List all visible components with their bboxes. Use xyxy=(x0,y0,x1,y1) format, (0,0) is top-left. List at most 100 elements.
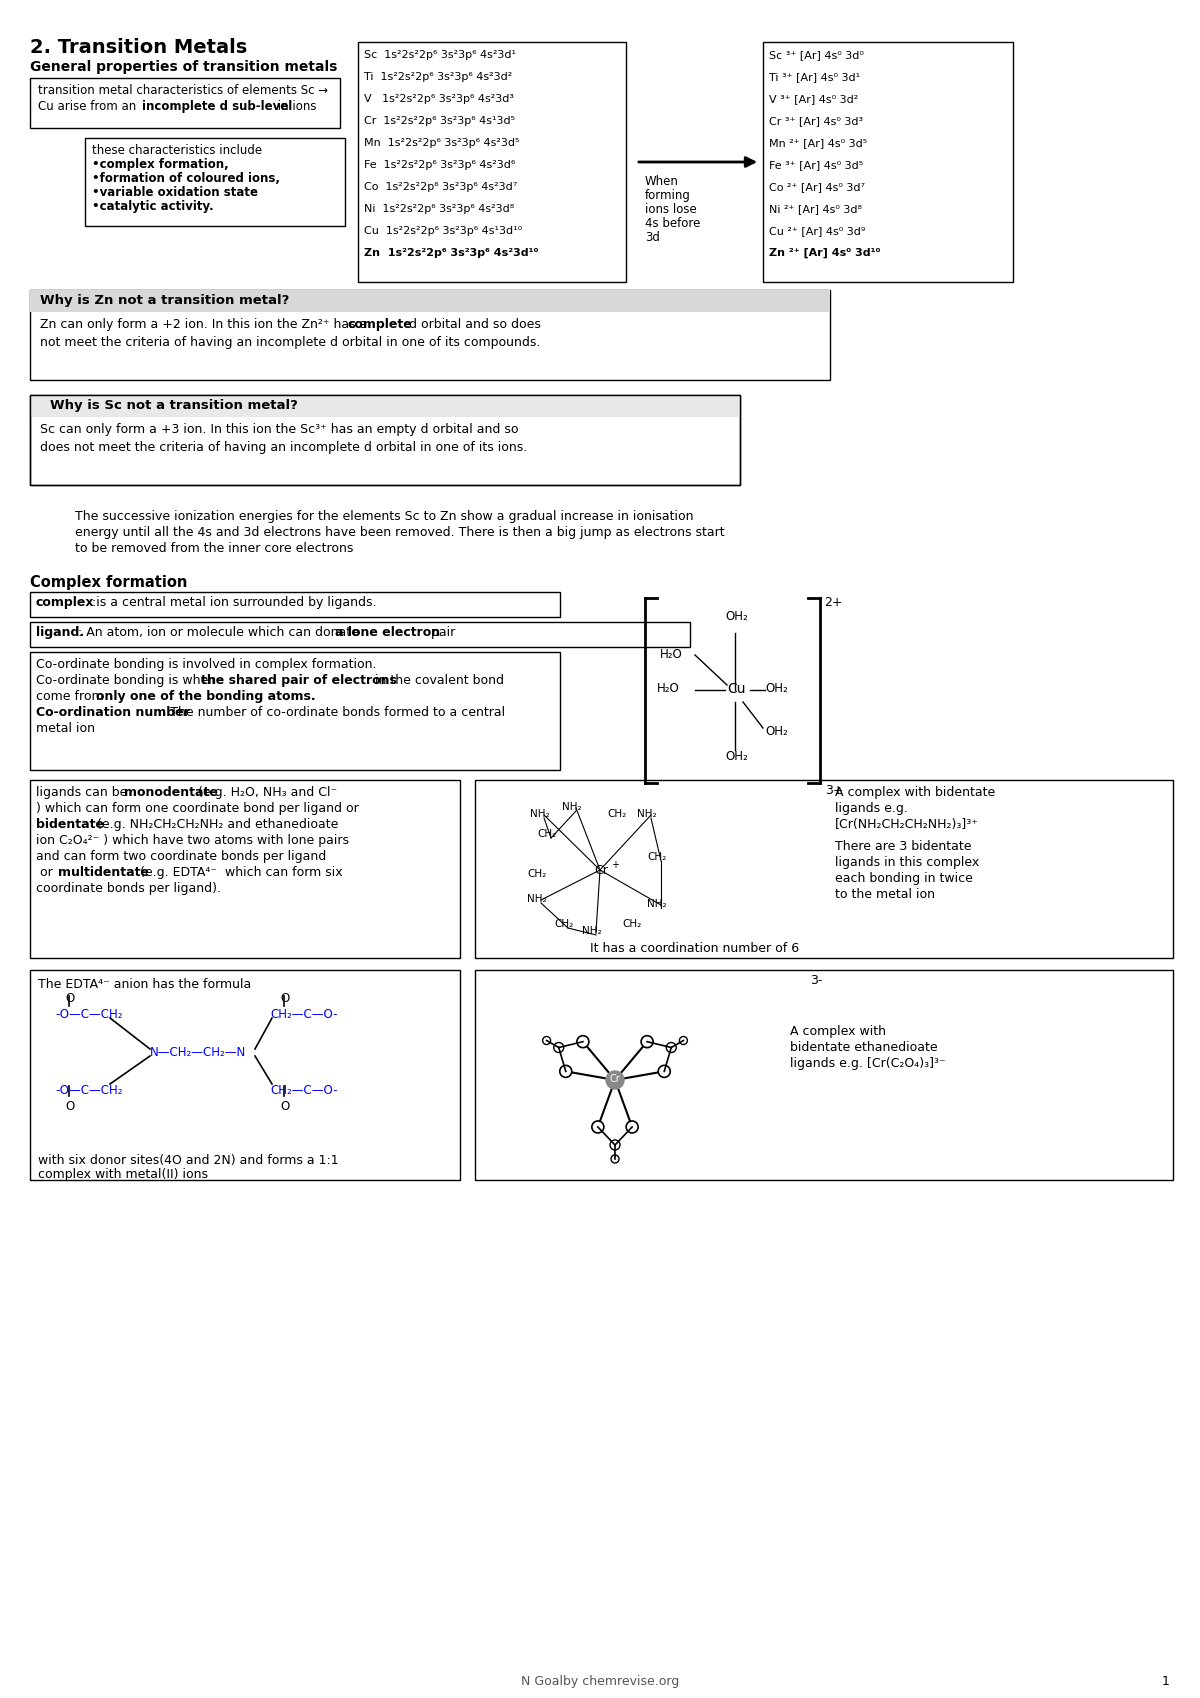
Text: Cr: Cr xyxy=(594,864,608,876)
Text: CH₂: CH₂ xyxy=(607,808,626,818)
Text: CH₂: CH₂ xyxy=(554,919,574,929)
Text: ligands in this complex: ligands in this complex xyxy=(835,856,979,869)
Text: OH₂: OH₂ xyxy=(725,751,748,762)
Text: •formation of coloured ions,: •formation of coloured ions, xyxy=(92,171,280,185)
Text: (e.g. NH₂CH₂CH₂NH₂ and ethanedioate: (e.g. NH₂CH₂CH₂NH₂ and ethanedioate xyxy=(94,818,338,830)
Text: Cu arise from an: Cu arise from an xyxy=(38,100,140,114)
Text: d orbital and so does: d orbital and so does xyxy=(406,318,541,331)
Text: ligands can be: ligands can be xyxy=(36,786,131,800)
Text: -O—C—CH₂: -O—C—CH₂ xyxy=(55,1009,122,1020)
Circle shape xyxy=(542,1036,551,1044)
Bar xyxy=(30,290,830,380)
Text: H₂O: H₂O xyxy=(658,683,679,694)
Text: CH₂—C—O-: CH₂—C—O- xyxy=(270,1083,337,1097)
Text: CH₂: CH₂ xyxy=(622,919,641,929)
Text: ligands e.g.: ligands e.g. xyxy=(835,801,908,815)
Text: The successive ionization energies for the elements Sc to Zn show a gradual incr: The successive ionization energies for t… xyxy=(74,509,694,523)
Circle shape xyxy=(610,1139,620,1150)
Text: Fe  1s²2s²2p⁶ 3s²3p⁶ 4s²3d⁶: Fe 1s²2s²2p⁶ 3s²3p⁶ 4s²3d⁶ xyxy=(364,160,515,170)
Bar xyxy=(475,779,1174,958)
Text: OH₂: OH₂ xyxy=(725,610,748,623)
Text: incomplete d sub-level: incomplete d sub-level xyxy=(142,100,293,114)
Text: ) which can form one coordinate bond per ligand or: ) which can form one coordinate bond per… xyxy=(36,801,359,815)
Text: pair: pair xyxy=(427,627,455,638)
Text: only one of the bonding atoms.: only one of the bonding atoms. xyxy=(96,689,316,703)
Text: : The number of co-ordinate bonds formed to a central: : The number of co-ordinate bonds formed… xyxy=(162,706,505,718)
Text: (e.g. EDTA⁴⁻  which can form six: (e.g. EDTA⁴⁻ which can form six xyxy=(136,866,343,880)
Text: 2+: 2+ xyxy=(824,596,842,610)
Text: or: or xyxy=(36,866,56,880)
Text: ligands e.g. [Cr(C₂O₄)₃]³⁻: ligands e.g. [Cr(C₂O₄)₃]³⁻ xyxy=(790,1056,946,1070)
Text: a lone electron: a lone electron xyxy=(335,627,440,638)
Text: Cr ³⁺ [Ar] 4s⁰ 3d³: Cr ³⁺ [Ar] 4s⁰ 3d³ xyxy=(769,115,863,126)
Text: the shared pair of electrons: the shared pair of electrons xyxy=(202,674,397,688)
Bar xyxy=(30,290,830,312)
Text: Ni  1s²2s²2p⁶ 3s²3p⁶ 4s²3d⁸: Ni 1s²2s²2p⁶ 3s²3p⁶ 4s²3d⁸ xyxy=(364,204,514,214)
Text: Co ²⁺ [Ar] 4s⁰ 3d⁷: Co ²⁺ [Ar] 4s⁰ 3d⁷ xyxy=(769,182,865,192)
Text: The EDTA⁴⁻ anion has the formula: The EDTA⁴⁻ anion has the formula xyxy=(38,978,251,992)
Text: •catalytic activity.: •catalytic activity. xyxy=(92,200,214,212)
Text: and can form two coordinate bonds per ligand: and can form two coordinate bonds per li… xyxy=(36,851,326,863)
Text: When: When xyxy=(646,175,679,188)
Text: NH₂: NH₂ xyxy=(562,801,582,812)
Circle shape xyxy=(559,1065,571,1077)
Circle shape xyxy=(577,1036,589,1048)
Text: coordinate bonds per ligand).: coordinate bonds per ligand). xyxy=(36,881,221,895)
Text: CH₂: CH₂ xyxy=(647,852,666,863)
Text: Co-ordination number: Co-ordination number xyxy=(36,706,190,718)
Text: General properties of transition metals: General properties of transition metals xyxy=(30,59,337,75)
Circle shape xyxy=(606,1071,624,1088)
Text: Mn  1s²2s²2p⁶ 3s²3p⁶ 4s²3d⁵: Mn 1s²2s²2p⁶ 3s²3p⁶ 4s²3d⁵ xyxy=(364,138,520,148)
Text: forming: forming xyxy=(646,188,691,202)
Text: NH₂: NH₂ xyxy=(530,808,550,818)
Text: OH₂: OH₂ xyxy=(766,683,787,694)
Text: It has a coordination number of 6: It has a coordination number of 6 xyxy=(590,942,799,954)
Text: Zn can only form a +2 ion. In this ion the Zn²⁺ has a: Zn can only form a +2 ion. In this ion t… xyxy=(40,318,371,331)
Bar xyxy=(30,779,460,958)
Circle shape xyxy=(611,1155,619,1163)
Bar xyxy=(358,42,626,282)
Text: Cu  1s²2s²2p⁶ 3s²3p⁶ 4s¹3d¹⁰: Cu 1s²2s²2p⁶ 3s²3p⁶ 4s¹3d¹⁰ xyxy=(364,226,522,236)
Text: each bonding in twice: each bonding in twice xyxy=(835,873,973,885)
Text: Cr: Cr xyxy=(610,1075,620,1083)
Text: Ti  1s²2s²2p⁶ 3s²3p⁶ 4s²3d²: Ti 1s²2s²2p⁶ 3s²3p⁶ 4s²3d² xyxy=(364,71,512,82)
Text: Zn  1s²2s²2p⁶ 3s²3p⁶ 4s²3d¹⁰: Zn 1s²2s²2p⁶ 3s²3p⁶ 4s²3d¹⁰ xyxy=(364,248,539,258)
Text: Cu: Cu xyxy=(727,683,745,696)
Bar xyxy=(763,42,1013,282)
Text: complete: complete xyxy=(347,318,412,331)
Text: 3d: 3d xyxy=(646,231,660,245)
Text: OH₂: OH₂ xyxy=(766,725,787,739)
Text: multidentate: multidentate xyxy=(58,866,149,880)
Text: in the covalent bond: in the covalent bond xyxy=(371,674,504,688)
Text: energy until all the 4s and 3d electrons have been removed. There is then a big : energy until all the 4s and 3d electrons… xyxy=(74,526,725,538)
Bar xyxy=(475,970,1174,1180)
Circle shape xyxy=(641,1036,653,1048)
Text: O: O xyxy=(65,992,74,1005)
Text: Sc ³⁺ [Ar] 4s⁰ 3d⁰: Sc ³⁺ [Ar] 4s⁰ 3d⁰ xyxy=(769,49,864,59)
Text: N—CH₂—CH₂—N: N—CH₂—CH₂—N xyxy=(150,1046,246,1060)
Text: O: O xyxy=(280,1100,289,1112)
Text: bidentate ethanedioate: bidentate ethanedioate xyxy=(790,1041,937,1054)
Text: Why is Zn not a transition metal?: Why is Zn not a transition metal? xyxy=(40,294,289,307)
Circle shape xyxy=(592,1121,604,1133)
Text: V   1s²2s²2p⁶ 3s²3p⁶ 4s²3d³: V 1s²2s²2p⁶ 3s²3p⁶ 4s²3d³ xyxy=(364,93,514,104)
Text: Ti ³⁺ [Ar] 4s⁰ 3d¹: Ti ³⁺ [Ar] 4s⁰ 3d¹ xyxy=(769,71,860,82)
Text: : An atom, ion or molecule which can donate: : An atom, ion or molecule which can don… xyxy=(78,627,362,638)
Text: Co  1s²2s²2p⁶ 3s²3p⁶ 4s²3d⁷: Co 1s²2s²2p⁶ 3s²3p⁶ 4s²3d⁷ xyxy=(364,182,517,192)
Text: :is a central metal ion surrounded by ligands.: :is a central metal ion surrounded by li… xyxy=(88,596,377,610)
Text: •complex formation,: •complex formation, xyxy=(92,158,229,171)
Text: with six donor sites(4O and 2N) and forms a 1:1: with six donor sites(4O and 2N) and form… xyxy=(38,1155,338,1167)
Text: Fe ³⁺ [Ar] 4s⁰ 3d⁵: Fe ³⁺ [Ar] 4s⁰ 3d⁵ xyxy=(769,160,863,170)
Text: +: + xyxy=(611,859,619,869)
Text: in ions: in ions xyxy=(274,100,317,114)
Text: CH₂: CH₂ xyxy=(538,829,557,839)
Bar xyxy=(30,652,560,769)
Text: NH₂: NH₂ xyxy=(637,808,656,818)
Text: H₂O: H₂O xyxy=(660,649,683,661)
Bar xyxy=(30,593,560,616)
Text: Zn ²⁺ [Ar] 4s⁰ 3d¹⁰: Zn ²⁺ [Ar] 4s⁰ 3d¹⁰ xyxy=(769,248,881,258)
Text: CH₂: CH₂ xyxy=(527,869,546,880)
Circle shape xyxy=(626,1121,638,1133)
Text: 3+: 3+ xyxy=(826,784,844,796)
Text: A complex with: A complex with xyxy=(790,1026,886,1037)
